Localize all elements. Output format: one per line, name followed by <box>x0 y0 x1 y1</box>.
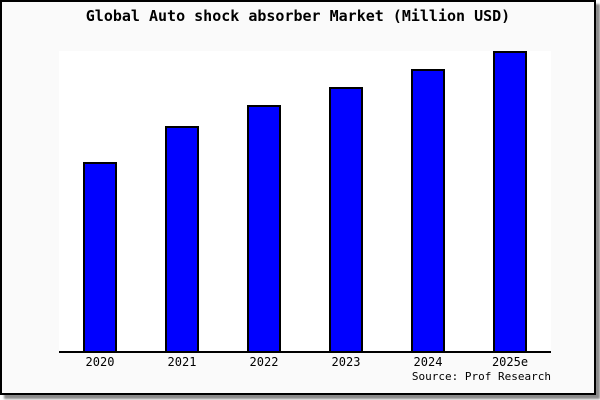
bar-slot-2021 <box>141 51 223 351</box>
x-tick-label-2020: 2020 <box>85 355 115 369</box>
bar-2021 <box>165 126 199 351</box>
x-tick-label-2022: 2022 <box>249 355 279 369</box>
x-tick-label-2021: 2021 <box>167 355 197 369</box>
bar-2025e <box>493 51 527 351</box>
bar-2024 <box>411 69 445 351</box>
bar-slot-2025e <box>469 51 551 351</box>
bar-2020 <box>83 162 117 351</box>
x-tick-label-2024: 2024 <box>413 355 443 369</box>
plot-area <box>59 51 551 353</box>
x-tick-label-2023: 2023 <box>331 355 361 369</box>
bar-2022 <box>247 105 281 351</box>
source-note: Source: Prof Research <box>411 370 551 383</box>
x-axis-labels: 2020 2021 2022 2023 2024 2025e <box>59 355 551 369</box>
bar-slot-2023 <box>305 51 387 351</box>
bar-slot-2022 <box>223 51 305 351</box>
chart-title: Global Auto shock absorber Market (Milli… <box>85 7 511 25</box>
bar-slot-2024 <box>387 51 469 351</box>
bar-2023 <box>329 87 363 351</box>
x-tick-label-2025e: 2025e <box>491 355 529 369</box>
bar-slot-2020 <box>59 51 141 351</box>
